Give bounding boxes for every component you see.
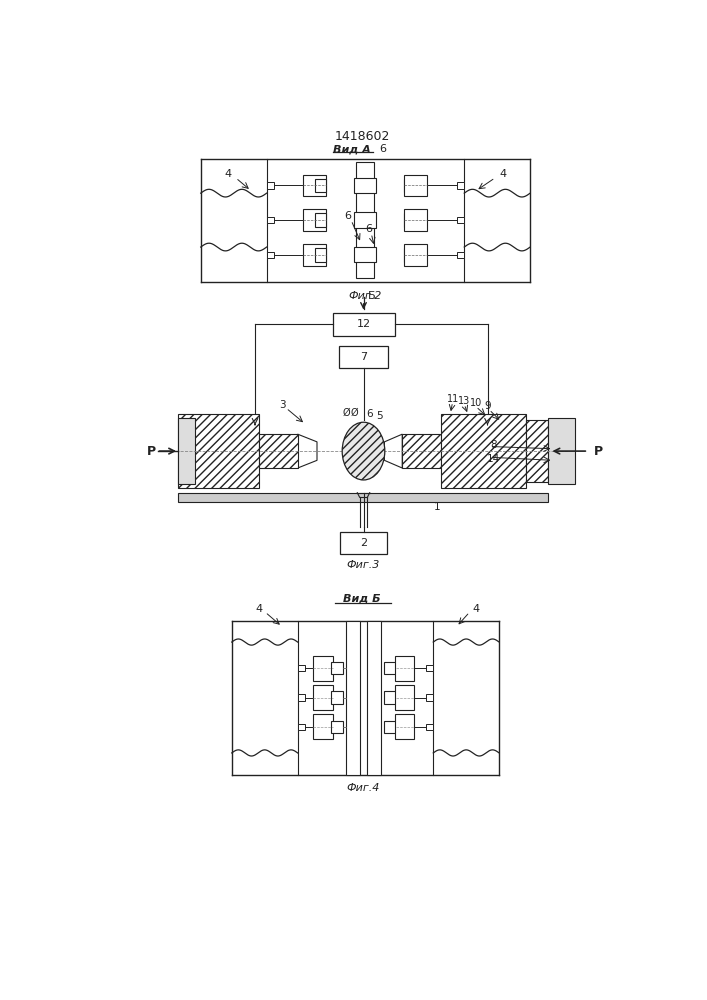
Bar xyxy=(395,656,414,681)
Bar xyxy=(331,721,343,733)
Bar xyxy=(298,665,305,671)
Text: P: P xyxy=(147,445,156,458)
Text: 6: 6 xyxy=(366,224,373,234)
Text: Фиг.2: Фиг.2 xyxy=(349,291,382,301)
Bar xyxy=(303,209,327,231)
Bar xyxy=(298,724,305,730)
Bar xyxy=(457,217,464,223)
Text: 2: 2 xyxy=(360,538,367,548)
Text: 4: 4 xyxy=(224,169,231,179)
Bar xyxy=(315,248,327,262)
Bar xyxy=(385,662,396,674)
Text: 8: 8 xyxy=(491,440,497,450)
Bar xyxy=(395,685,414,710)
Text: 7: 7 xyxy=(360,352,367,362)
Bar xyxy=(313,714,332,739)
Bar xyxy=(177,414,259,488)
Text: 9: 9 xyxy=(484,401,491,411)
Bar xyxy=(303,175,327,196)
Bar xyxy=(298,694,305,701)
Text: 4: 4 xyxy=(499,169,506,179)
Text: 5: 5 xyxy=(375,411,382,421)
Bar xyxy=(340,532,387,554)
Bar xyxy=(385,691,396,704)
Bar xyxy=(457,252,464,258)
Bar xyxy=(402,434,441,468)
Text: 4: 4 xyxy=(472,604,479,614)
Text: 6: 6 xyxy=(366,409,373,419)
Text: P: P xyxy=(594,445,603,458)
Polygon shape xyxy=(385,434,402,468)
Text: 3: 3 xyxy=(279,400,286,410)
Bar xyxy=(404,209,427,231)
Bar xyxy=(315,179,327,192)
Bar xyxy=(332,312,395,336)
Text: Ø: Ø xyxy=(351,408,358,418)
Bar xyxy=(367,620,380,774)
Bar xyxy=(526,420,548,482)
Bar xyxy=(313,656,332,681)
Bar xyxy=(354,178,376,193)
Bar xyxy=(404,248,416,262)
Bar xyxy=(303,244,327,266)
Text: 1: 1 xyxy=(434,502,440,512)
Text: Фиг.3: Фиг.3 xyxy=(347,560,380,570)
Bar xyxy=(346,620,361,774)
Text: 1418602: 1418602 xyxy=(334,130,390,143)
Text: Ø: Ø xyxy=(343,408,350,418)
Bar xyxy=(177,493,548,502)
Bar xyxy=(315,213,327,227)
Text: 4: 4 xyxy=(255,604,262,614)
Bar xyxy=(267,217,274,223)
Bar xyxy=(354,212,376,228)
Bar xyxy=(354,247,376,262)
Bar xyxy=(313,685,332,710)
Text: Вид А: Вид А xyxy=(333,144,370,154)
Text: 6: 6 xyxy=(380,144,386,154)
Bar xyxy=(404,213,416,227)
Bar xyxy=(548,418,575,484)
Bar xyxy=(426,665,433,671)
Text: 13: 13 xyxy=(458,396,470,406)
Bar xyxy=(426,694,433,701)
Text: 11: 11 xyxy=(447,394,459,404)
Bar xyxy=(267,182,274,189)
Text: Вид Б: Вид Б xyxy=(343,594,381,604)
Bar xyxy=(457,182,464,189)
Text: 6: 6 xyxy=(344,211,351,221)
Bar xyxy=(404,244,427,266)
Bar xyxy=(441,414,526,488)
Text: 12: 12 xyxy=(356,319,370,329)
Bar xyxy=(404,175,427,196)
Text: 14: 14 xyxy=(487,454,501,464)
Polygon shape xyxy=(298,434,317,468)
Bar xyxy=(331,691,343,704)
Bar xyxy=(267,252,274,258)
Bar xyxy=(331,662,343,674)
Ellipse shape xyxy=(342,422,385,480)
Bar xyxy=(356,162,374,278)
Text: 10: 10 xyxy=(469,398,482,408)
Bar xyxy=(426,724,433,730)
Bar xyxy=(404,179,416,192)
Bar xyxy=(259,434,298,468)
Text: Б: Б xyxy=(368,291,375,301)
Bar xyxy=(177,418,194,484)
Bar xyxy=(385,721,396,733)
Bar xyxy=(395,714,414,739)
Text: Фиг.4: Фиг.4 xyxy=(347,783,380,793)
Bar xyxy=(339,346,388,368)
